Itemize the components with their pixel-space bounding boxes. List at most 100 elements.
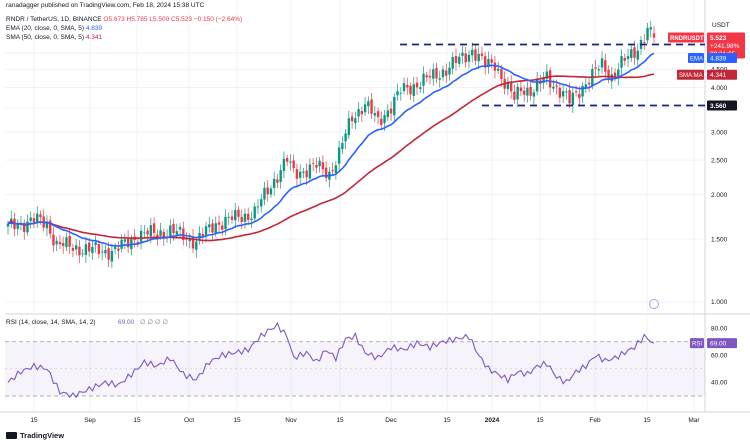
candle-body xyxy=(52,234,55,246)
candle-body xyxy=(253,206,256,219)
candle xyxy=(646,22,649,44)
candle-body xyxy=(480,53,484,56)
time-tick-label: Feb xyxy=(589,417,601,424)
candle-body xyxy=(305,170,308,178)
candle xyxy=(237,205,240,222)
candle-body xyxy=(110,250,114,262)
candle xyxy=(519,79,523,97)
candle-body xyxy=(565,91,568,93)
candle-body xyxy=(623,57,626,61)
candle-body xyxy=(458,56,461,64)
candle-body xyxy=(84,244,88,255)
candle-body xyxy=(477,53,480,62)
sma-legend-value: 4.341 xyxy=(85,34,103,41)
candle xyxy=(432,63,435,86)
price-tick-label: 1.500 xyxy=(711,236,728,243)
candle xyxy=(195,237,198,258)
main-pane xyxy=(5,0,705,314)
time-tick-label: 15 xyxy=(233,417,241,424)
candle xyxy=(626,48,630,67)
candle xyxy=(117,241,120,259)
time-tick-label: Sep xyxy=(84,417,96,424)
candle-body xyxy=(490,59,493,63)
candle-body xyxy=(195,241,198,250)
candle-body xyxy=(208,224,211,228)
candle xyxy=(425,71,428,83)
candle xyxy=(234,203,237,229)
candle-body xyxy=(373,113,377,116)
candle xyxy=(445,63,448,84)
candle xyxy=(597,65,601,77)
currency-label: USDT xyxy=(712,22,730,29)
candle xyxy=(578,86,581,106)
candle xyxy=(542,71,545,90)
candle xyxy=(269,185,273,198)
candle xyxy=(500,64,503,87)
candle-body xyxy=(630,49,633,58)
rsi-line xyxy=(7,321,655,399)
candle xyxy=(169,219,172,244)
candle-body xyxy=(217,222,221,225)
candle xyxy=(84,236,88,263)
candle-body xyxy=(204,226,208,236)
candle xyxy=(428,68,432,85)
time-tick-label: 2024 xyxy=(485,417,500,424)
sma-tag-label: SMA:MA xyxy=(679,73,703,79)
candle-body xyxy=(552,86,555,89)
time-tick-label: Mar xyxy=(688,417,700,424)
candle-body xyxy=(607,69,610,80)
candle-body xyxy=(432,69,435,79)
candle xyxy=(396,83,399,101)
candle-body xyxy=(221,225,224,230)
candle xyxy=(211,218,214,241)
candle xyxy=(256,199,260,215)
candle xyxy=(483,51,487,75)
candle-body xyxy=(483,56,487,68)
ema-value-bg xyxy=(707,53,737,64)
candle xyxy=(253,202,256,223)
candle xyxy=(402,77,406,95)
candle xyxy=(350,111,354,129)
candle xyxy=(36,206,39,228)
candle-body xyxy=(269,188,273,195)
candle-body xyxy=(289,161,292,163)
price-tick-label: 3.000 xyxy=(711,129,728,136)
candle xyxy=(509,75,513,99)
candle-body xyxy=(389,108,393,114)
candle-body xyxy=(461,52,464,56)
candle xyxy=(620,49,623,75)
sma-legend[interactable]: SMA (50, close, 0, SMA, 5) 4.341 xyxy=(6,34,102,42)
candle-body xyxy=(633,47,636,58)
candle-body xyxy=(32,218,36,223)
candle xyxy=(532,88,536,105)
candle-body xyxy=(182,228,185,241)
candle xyxy=(250,211,253,228)
ema-20-line xyxy=(7,52,655,247)
candle xyxy=(367,96,370,115)
candle-body xyxy=(188,237,191,242)
candle-body xyxy=(451,57,454,69)
candle-body xyxy=(292,160,295,169)
candle-body xyxy=(422,73,425,86)
candle-body xyxy=(337,147,341,164)
candle xyxy=(406,77,409,96)
candle-body xyxy=(250,218,253,221)
level-label: 3.560 xyxy=(710,103,727,110)
ema-legend[interactable]: EMA (20, close, 0, SMA, 5) 4.839 xyxy=(6,25,102,33)
candle-body xyxy=(6,223,10,227)
tradingview-logo[interactable]: TradingView xyxy=(6,431,64,440)
candle-body xyxy=(357,109,360,117)
candle xyxy=(600,51,604,74)
candle-body xyxy=(471,49,474,56)
candle-body xyxy=(247,213,250,221)
candle-body xyxy=(587,82,591,85)
candle xyxy=(347,110,351,140)
candle xyxy=(441,65,445,81)
candle-body xyxy=(474,49,477,61)
sma-50-line xyxy=(7,73,655,242)
candle-body xyxy=(380,118,383,125)
candle-body xyxy=(363,104,367,113)
price-tag-change: +241.98% xyxy=(710,43,740,50)
candle xyxy=(61,236,65,254)
candle-body xyxy=(214,223,217,234)
